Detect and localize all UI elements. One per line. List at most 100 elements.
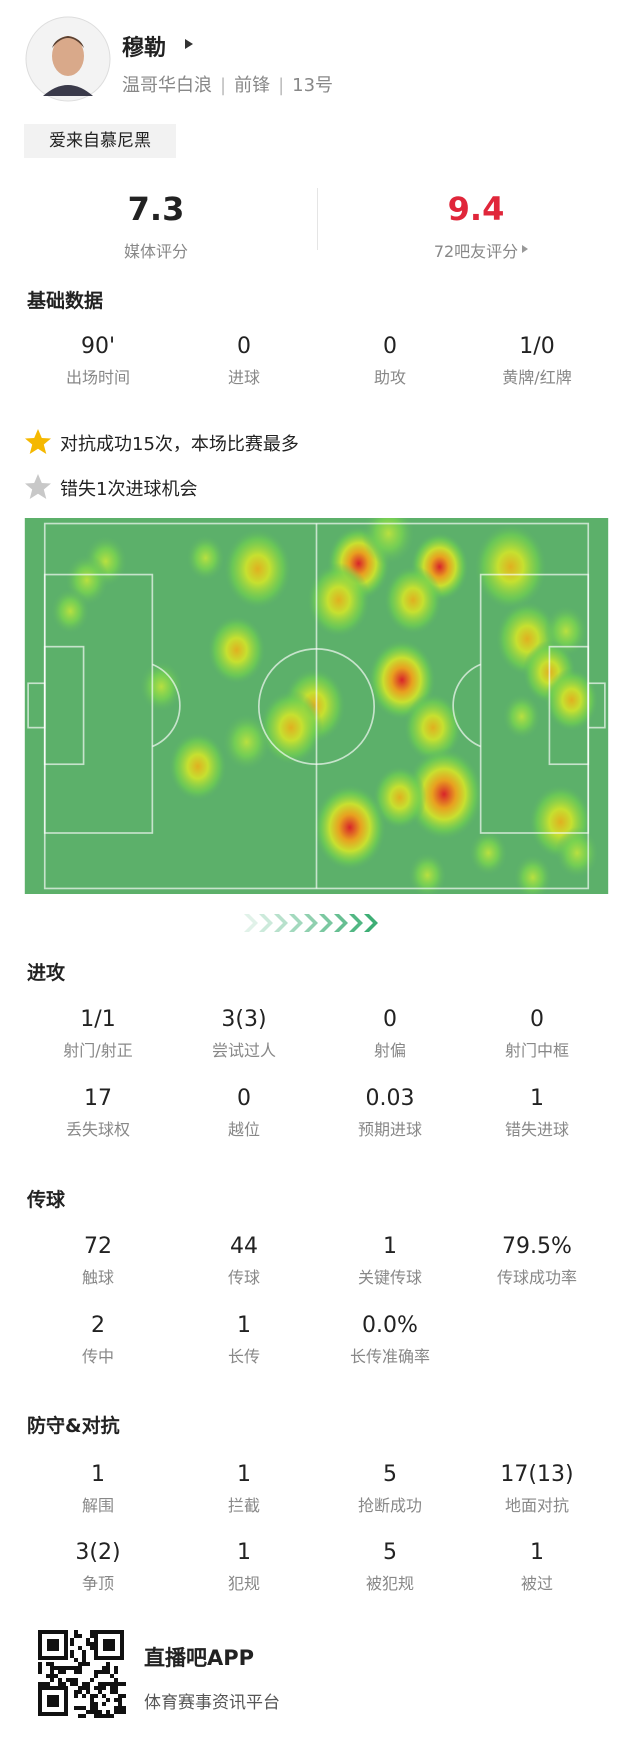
qr-module <box>78 1666 82 1670</box>
stat-label: 射门/射正 <box>63 1041 133 1060</box>
qr-module <box>106 1670 110 1674</box>
qr-module <box>58 1666 62 1670</box>
heat-blob <box>168 731 228 802</box>
qr-module <box>70 1638 74 1642</box>
qr-code <box>38 1630 126 1718</box>
qr-module <box>54 1674 58 1678</box>
qr-module <box>118 1698 122 1702</box>
stat-value: 3(3) <box>221 1007 267 1032</box>
qr-module <box>106 1698 110 1702</box>
stat-value: 0 <box>530 1007 544 1032</box>
qr-module <box>114 1690 118 1694</box>
star-gold <box>25 429 51 454</box>
chevron <box>304 914 318 932</box>
qr-module <box>74 1678 78 1682</box>
stat-label: 被犯规 <box>365 1574 414 1593</box>
media-rating: 7.3 <box>127 190 185 228</box>
qr-module <box>110 1674 114 1678</box>
heat-blob <box>555 827 600 879</box>
stat-label: 尝试过人 <box>211 1041 276 1060</box>
chevron <box>319 914 333 932</box>
qr-module <box>38 1666 42 1670</box>
qr-module <box>118 1694 122 1698</box>
qr-module <box>82 1682 86 1686</box>
stat-value: 0 <box>383 1007 397 1032</box>
heat-blob <box>186 534 226 581</box>
heat-blob <box>383 565 443 635</box>
stat-label: 传球 <box>227 1268 260 1287</box>
heat-blob <box>473 523 548 611</box>
stat-label: 触球 <box>81 1268 114 1287</box>
qr-module <box>82 1686 86 1690</box>
qr-module <box>122 1710 126 1714</box>
avatar <box>25 16 111 102</box>
stat-label: 进球 <box>227 368 260 387</box>
stat-label: 抢断成功 <box>357 1496 422 1515</box>
qr-module <box>94 1674 98 1678</box>
qr-module <box>78 1634 82 1638</box>
qr-module <box>118 1710 122 1714</box>
qr-module <box>66 1678 70 1682</box>
qr-module <box>90 1646 94 1650</box>
qr-module <box>94 1670 98 1674</box>
qr-module <box>78 1670 82 1674</box>
qr-module <box>122 1706 126 1710</box>
heat-blob <box>222 713 272 771</box>
qr-module <box>94 1714 98 1718</box>
qr-module <box>106 1714 110 1718</box>
stat-value: 5 <box>383 1540 397 1565</box>
fan-rating-label: 72吧友评分 <box>433 242 519 261</box>
heat-blob <box>207 615 266 685</box>
qr-module <box>58 1678 62 1682</box>
qr-module <box>94 1710 98 1714</box>
qr-module <box>86 1710 90 1714</box>
qr-module <box>118 1706 122 1710</box>
qr-module <box>38 1670 42 1674</box>
qr-module <box>74 1690 78 1694</box>
qr-module <box>66 1666 70 1670</box>
qr-module <box>114 1670 118 1674</box>
qr-module <box>50 1662 54 1666</box>
qr-module <box>46 1674 50 1678</box>
chevron <box>364 914 378 932</box>
qr-finder <box>38 1686 68 1716</box>
qr-module <box>90 1698 94 1702</box>
qr-module <box>70 1654 74 1658</box>
stat-value: 0 <box>237 334 251 359</box>
qr-module <box>58 1670 62 1674</box>
stat-label: 越位 <box>227 1120 260 1139</box>
stat-label: 长传 <box>227 1347 260 1366</box>
qr-module <box>74 1634 78 1638</box>
qr-module <box>50 1678 54 1682</box>
qr-module <box>94 1706 98 1710</box>
qr-module <box>74 1666 78 1670</box>
qr-module <box>94 1702 98 1706</box>
qr-module <box>102 1702 106 1706</box>
qr-module <box>102 1714 106 1718</box>
heat-blob <box>306 562 371 638</box>
heat-blob <box>223 528 292 610</box>
scroll-indicator <box>244 914 378 932</box>
qr-module <box>70 1678 74 1682</box>
qr-module <box>90 1706 94 1710</box>
tag: 爱来自慕尼黑 <box>24 124 176 158</box>
qr-module <box>86 1682 90 1686</box>
heat-blob <box>502 693 542 740</box>
stat-label: 长传准确率 <box>349 1347 430 1366</box>
qr-module <box>106 1662 110 1666</box>
qr-module <box>114 1698 118 1702</box>
stat-value: 1 <box>530 1540 544 1565</box>
chevron <box>289 914 303 932</box>
qr-module <box>70 1642 74 1646</box>
qr-module <box>102 1694 106 1698</box>
qr-module <box>38 1682 42 1686</box>
qr-finder <box>47 1695 59 1707</box>
stat-label: 关键传球 <box>357 1268 422 1287</box>
qr-module <box>86 1642 90 1646</box>
stat-value: 72 <box>84 1234 112 1259</box>
qr-module <box>46 1682 50 1686</box>
section-title: 防守&对抗 <box>27 1415 120 1437</box>
qr-module <box>54 1666 58 1670</box>
qr-module <box>82 1706 86 1710</box>
stat-value: 3(2) <box>75 1540 121 1565</box>
